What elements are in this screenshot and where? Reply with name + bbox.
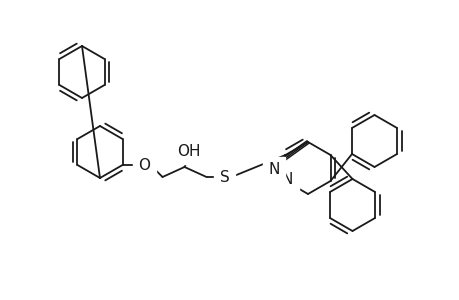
Text: OH: OH <box>176 143 200 158</box>
Text: N: N <box>281 172 292 188</box>
Text: O: O <box>138 158 150 172</box>
Text: S: S <box>219 169 229 184</box>
Text: N: N <box>268 163 279 178</box>
